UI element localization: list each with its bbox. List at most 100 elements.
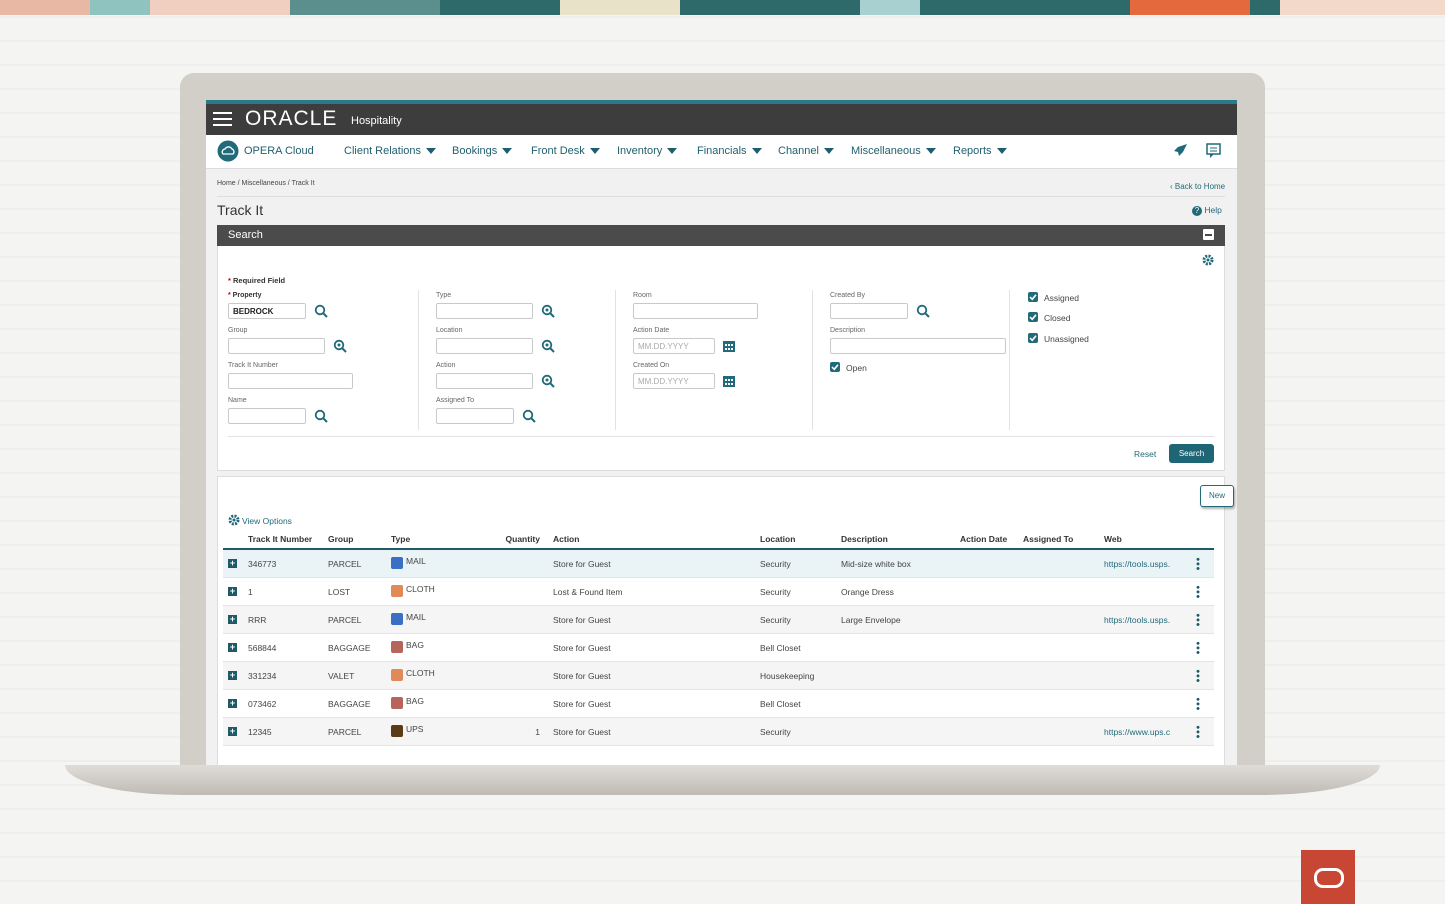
table-cell: BAG	[406, 696, 424, 706]
collapse-button[interactable]	[1203, 229, 1214, 240]
laptop-base	[65, 765, 1380, 795]
menu-icon[interactable]	[213, 111, 233, 127]
caret	[426, 148, 437, 155]
table-cell: Store for Guest	[553, 699, 611, 709]
expand-button[interactable]: +	[228, 698, 237, 708]
table-row[interactable]	[223, 578, 1214, 606]
field-label: Track It Number	[228, 362, 278, 369]
settings-icon[interactable]	[1202, 254, 1214, 266]
search-icon[interactable]	[314, 304, 328, 318]
nav-menu[interactable]: Client Relations	[344, 145, 437, 157]
view-options-icon[interactable]	[228, 514, 240, 526]
rocket-icon[interactable]	[1172, 143, 1188, 159]
lookup-icon[interactable]	[541, 339, 555, 353]
text-input[interactable]: MM.DD.YYYY	[633, 338, 715, 354]
view-options[interactable]: View Options	[242, 516, 292, 526]
column-header: Group	[328, 534, 354, 544]
expand-button[interactable]: +	[228, 558, 237, 568]
web-link[interactable]: https://tools.usps.	[1104, 559, 1171, 569]
text-input[interactable]	[830, 303, 908, 319]
row-actions[interactable]	[1196, 585, 1200, 599]
divider	[228, 436, 1214, 437]
table-row[interactable]	[223, 690, 1214, 718]
breadcrumb[interactable]: Home / Miscellaneous / Track It	[217, 180, 315, 187]
lookup-icon[interactable]	[333, 339, 347, 353]
checkbox-label: Closed	[1044, 313, 1071, 323]
checkbox[interactable]	[830, 362, 840, 372]
row-actions[interactable]	[1196, 725, 1200, 739]
search-icon[interactable]	[522, 409, 536, 423]
lookup-icon[interactable]	[541, 304, 555, 318]
expand-button[interactable]: +	[228, 642, 237, 652]
checkbox[interactable]	[1028, 292, 1038, 302]
back-link-text[interactable]: Back to Home	[1174, 182, 1226, 191]
row-actions[interactable]	[1196, 697, 1200, 711]
text-input[interactable]	[436, 373, 533, 389]
table-cell: Orange Dress	[841, 587, 894, 597]
nav-menu[interactable]: Financials	[697, 145, 762, 157]
table-cell: Store for Guest	[553, 643, 611, 653]
text-input[interactable]	[436, 303, 533, 319]
type-icon	[391, 585, 403, 597]
field-label: Location	[436, 327, 463, 334]
table-cell: Security	[760, 587, 791, 597]
reset-button[interactable]: Reset	[1134, 449, 1157, 459]
text-input[interactable]	[228, 373, 353, 389]
accent-line	[206, 100, 1237, 104]
nav-menu[interactable]: Miscellaneous	[851, 145, 936, 157]
table-cell: Store for Guest	[553, 615, 611, 625]
expand-button[interactable]: +	[228, 726, 237, 736]
table-cell: Lost & Found Item	[553, 587, 623, 597]
web-link[interactable]: https://tools.usps.	[1104, 615, 1171, 625]
help-text[interactable]: Help	[1204, 205, 1222, 215]
calendar-icon[interactable]	[722, 339, 736, 353]
text-input[interactable]	[830, 338, 1006, 354]
table-row[interactable]	[223, 550, 1214, 578]
messages-icon[interactable]	[1206, 143, 1222, 159]
row-actions[interactable]	[1196, 557, 1200, 571]
expand-button[interactable]: +	[228, 586, 237, 596]
back-link[interactable]: ‹ Back to Home	[1170, 182, 1226, 191]
text-input[interactable]: BEDROCK	[228, 303, 306, 319]
text-input[interactable]	[228, 338, 325, 354]
search-icon[interactable]	[916, 304, 930, 318]
table-cell: 073462	[248, 699, 277, 709]
new-button[interactable]: New	[1200, 485, 1234, 507]
table-row[interactable]	[223, 718, 1214, 746]
lookup-icon[interactable]	[541, 374, 555, 388]
text-input[interactable]	[228, 408, 306, 424]
search-button[interactable]: Search	[1169, 444, 1214, 463]
caret	[996, 148, 1007, 155]
row-actions[interactable]	[1196, 641, 1200, 655]
text-input[interactable]	[436, 338, 533, 354]
table-cell: PARCEL	[328, 559, 362, 569]
search-bar	[217, 225, 1225, 246]
text-input[interactable]	[633, 303, 758, 319]
web-link[interactable]: https://www.ups.c	[1104, 727, 1171, 737]
text-input[interactable]: MM.DD.YYYY	[633, 373, 715, 389]
table-row[interactable]	[223, 662, 1214, 690]
table-row[interactable]	[223, 634, 1214, 662]
row-actions[interactable]	[1196, 669, 1200, 683]
app-name[interactable]: OPERA Cloud	[244, 145, 314, 157]
expand-button[interactable]: +	[228, 614, 237, 624]
search-icon[interactable]	[314, 409, 328, 423]
row-actions[interactable]	[1196, 613, 1200, 627]
column-header: Location	[760, 534, 796, 544]
text-input[interactable]	[436, 408, 514, 424]
table-cell: UPS	[406, 724, 424, 734]
table-row[interactable]	[223, 606, 1214, 634]
nav-menu[interactable]: Reports	[953, 145, 1007, 157]
nav-menu[interactable]: Front Desk	[531, 145, 600, 157]
help-link[interactable]: ? Help	[1192, 205, 1222, 216]
field-label: Room	[633, 292, 652, 299]
expand-button[interactable]: +	[228, 670, 237, 680]
search-panel	[217, 225, 1225, 471]
checkbox[interactable]	[1028, 312, 1038, 322]
table-cell: BAGGAGE	[328, 699, 371, 709]
checkbox[interactable]	[1028, 333, 1038, 343]
calendar-icon[interactable]	[722, 374, 736, 388]
nav-menu[interactable]: Bookings	[452, 145, 513, 157]
nav-menu[interactable]: Channel	[778, 145, 834, 157]
nav-menu[interactable]: Inventory	[617, 145, 678, 157]
